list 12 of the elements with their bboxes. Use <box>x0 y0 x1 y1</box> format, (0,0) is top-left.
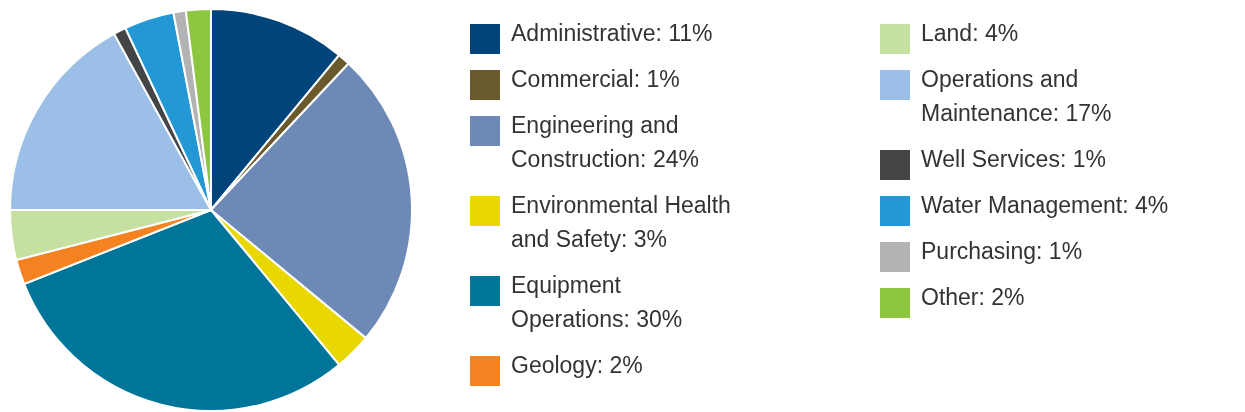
legend-label: Equipment Operations: 30% <box>511 272 683 332</box>
legend-label: Engineering and Construction: 24% <box>511 112 699 172</box>
legend-label: Well Services: 1% <box>921 146 1106 172</box>
legend-label: Commercial: 1% <box>511 66 680 92</box>
legend-label: Operations and Maintenance: 17% <box>921 66 1112 126</box>
legend-label: Water Management: 4% <box>921 192 1169 218</box>
legend-label: Other: 2% <box>921 284 1025 310</box>
legend-label: Purchasing: 1% <box>921 238 1083 264</box>
legend-label: Environmental Health and Safety: 3% <box>511 192 731 252</box>
legend-label: Administrative: 11% <box>511 20 713 46</box>
legend-label: Geology: 2% <box>511 352 643 378</box>
legend-label: Land: 4% <box>921 20 1019 46</box>
